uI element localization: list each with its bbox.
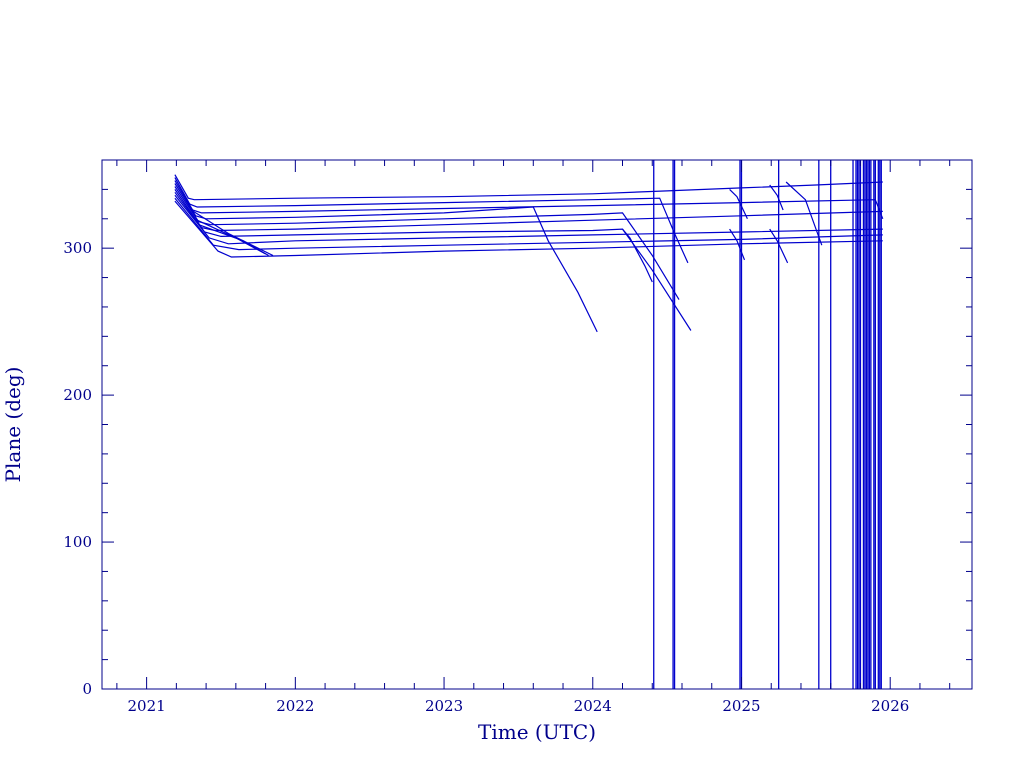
series-line-6 xyxy=(174,189,883,232)
series-line-13 xyxy=(198,224,269,257)
series-line-14 xyxy=(622,228,653,283)
tick-label-layer: 2021 2022 2023 2024 2025 2026 0 100 200 300 xyxy=(63,239,909,715)
series-line-18 xyxy=(729,188,748,220)
y-tick-label: 0 xyxy=(82,680,92,698)
y-axis-label: Plane (deg) xyxy=(1,367,25,483)
x-tick-label: 2022 xyxy=(276,697,314,715)
series-line-16 xyxy=(769,228,789,264)
series-line-2 xyxy=(174,177,689,264)
series-line-4 xyxy=(174,183,598,333)
series-line-11 xyxy=(190,209,274,257)
series-line-8 xyxy=(174,194,883,245)
x-tick-label: 2024 xyxy=(574,697,612,715)
y-tick-label: 100 xyxy=(63,533,92,551)
x-tick-label: 2025 xyxy=(722,697,760,715)
x-tick-label: 2026 xyxy=(871,697,909,715)
y-tick-label: 300 xyxy=(63,239,92,257)
y-tick-label: 200 xyxy=(63,386,92,404)
series-line-7 xyxy=(174,191,692,331)
series-line-19 xyxy=(769,184,784,211)
x-tick-label: 2021 xyxy=(128,697,166,715)
series-layer xyxy=(174,174,884,333)
plot-frame xyxy=(101,159,973,690)
series-line-17 xyxy=(785,181,823,246)
vertical-lines-layer xyxy=(653,160,882,689)
x-axis-label: Time (UTC) xyxy=(478,720,596,744)
x-tick-label: 2023 xyxy=(425,697,463,715)
series-line-10 xyxy=(174,200,883,258)
series-line-9 xyxy=(174,197,883,251)
tick-layer xyxy=(102,159,972,690)
series-line-1 xyxy=(174,174,883,201)
